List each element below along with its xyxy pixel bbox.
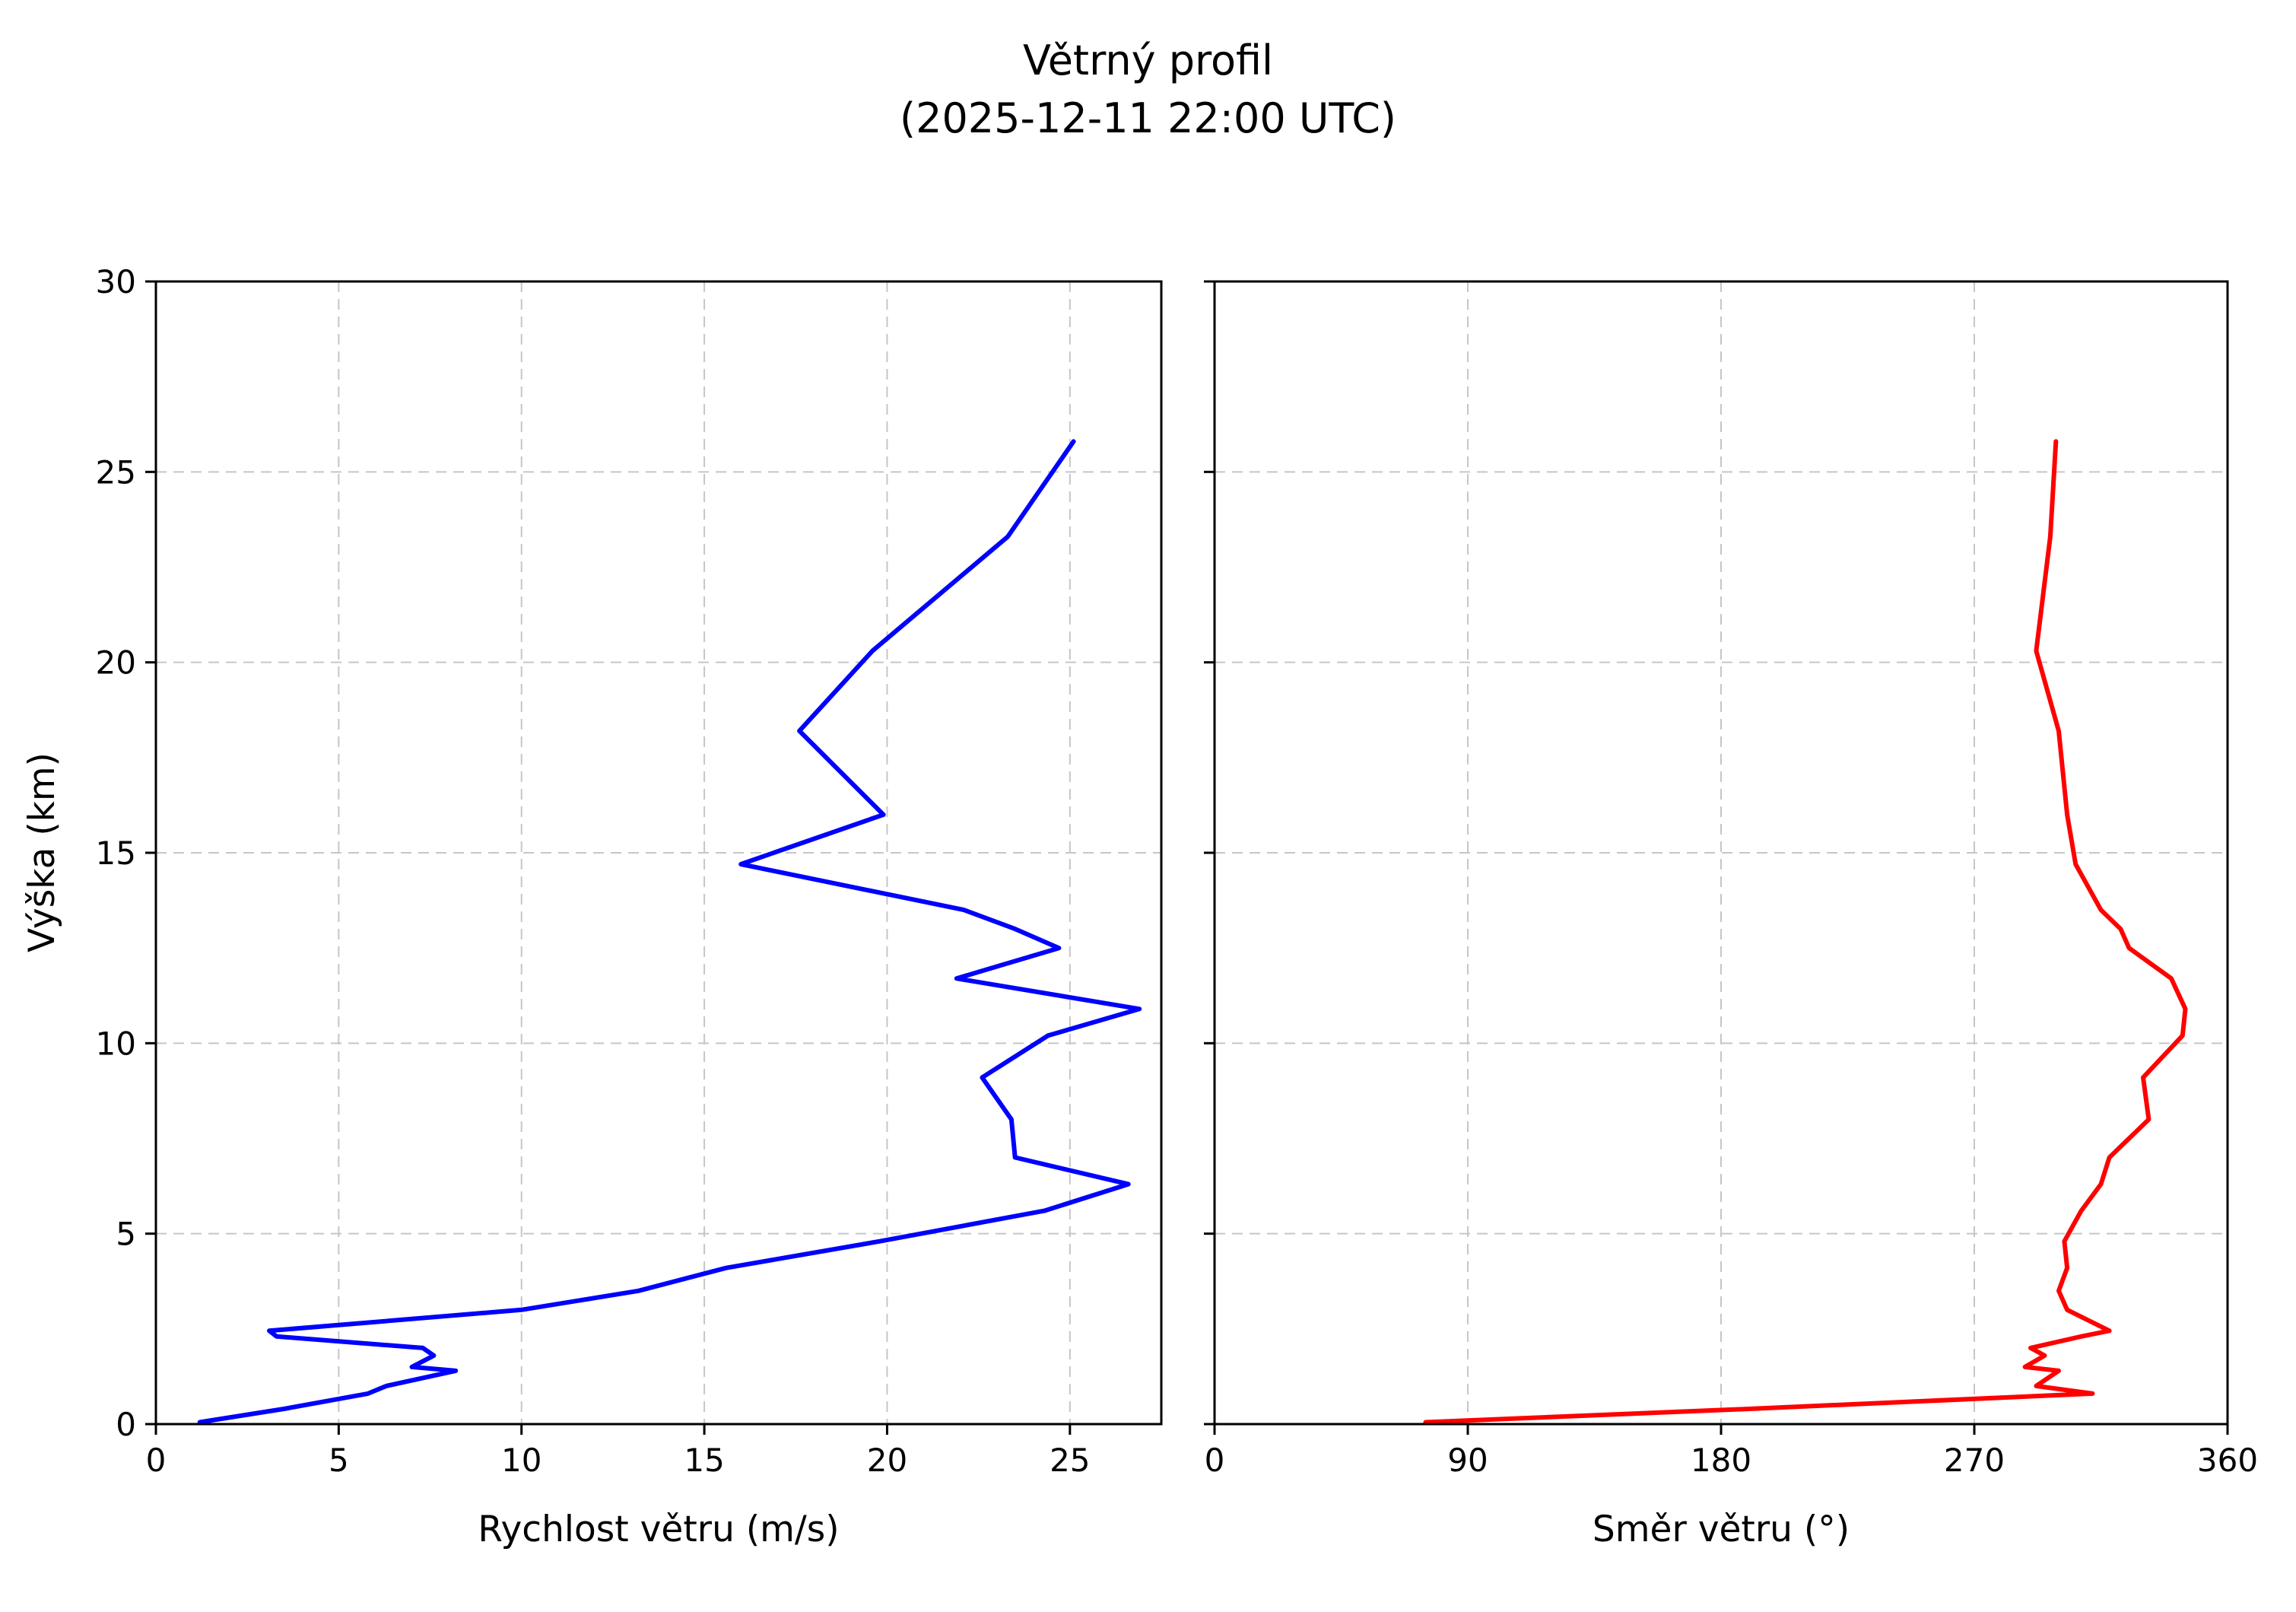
svg-text:360: 360 (2197, 1442, 2258, 1479)
svg-text:20: 20 (96, 644, 136, 682)
svg-text:5: 5 (116, 1216, 136, 1253)
svg-text:5: 5 (329, 1442, 349, 1479)
svg-text:270: 270 (1944, 1442, 2005, 1479)
x-axis-label-speed: Rychlost větru (m/s) (478, 1509, 840, 1550)
svg-text:25: 25 (96, 453, 136, 491)
chart-title-block: Větrný profil (2025-12-11 22:00 UTC) (0, 32, 2296, 147)
svg-text:15: 15 (96, 835, 136, 872)
svg-text:15: 15 (684, 1442, 724, 1479)
svg-text:0: 0 (116, 1406, 136, 1443)
x-axis-label-direction: Směr větru (°) (1592, 1509, 1850, 1550)
svg-text:90: 90 (1447, 1442, 1488, 1479)
svg-text:0: 0 (1205, 1442, 1225, 1479)
chart-title: Větrný profil (1022, 37, 1274, 84)
svg-text:30: 30 (96, 263, 136, 300)
chart-subtitle: (2025-12-11 22:00 UTC) (900, 94, 1396, 142)
svg-text:25: 25 (1050, 1442, 1090, 1479)
svg-text:180: 180 (1691, 1442, 1751, 1479)
svg-text:0: 0 (146, 1442, 167, 1479)
svg-text:10: 10 (96, 1025, 136, 1062)
svg-text:10: 10 (501, 1442, 541, 1479)
svg-text:20: 20 (867, 1442, 907, 1479)
